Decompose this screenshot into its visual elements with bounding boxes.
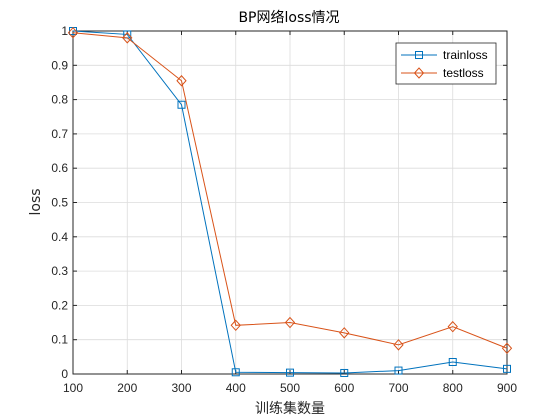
x-tick-label: 600 <box>334 381 354 395</box>
data-point-testloss <box>284 316 296 329</box>
x-tick-label: 200 <box>117 381 137 395</box>
x-tick-label: 500 <box>280 381 300 395</box>
data-point-trainloss <box>503 364 511 373</box>
x-tick-label: 700 <box>388 381 408 395</box>
data-point-testloss <box>230 319 241 332</box>
series-line-trainloss <box>72 30 508 374</box>
data-point-testloss <box>176 74 187 87</box>
x-tick-label: 800 <box>443 381 463 395</box>
y-tick-label: 0.2 <box>51 298 68 312</box>
x-tick-label: 100 <box>63 381 83 395</box>
data-point-testloss <box>447 320 458 333</box>
y-tick-label: 0.9 <box>51 58 68 72</box>
x-tick-label: 300 <box>171 381 191 395</box>
series-layer <box>67 26 513 377</box>
y-tick-label: 0.6 <box>51 161 68 175</box>
y-tick-label: 0.4 <box>51 230 68 244</box>
data-point-testloss <box>393 339 404 351</box>
data-point-testloss <box>122 32 133 44</box>
data-point-trainloss <box>448 357 457 366</box>
chart-title: BP网络loss情况 <box>238 10 339 26</box>
data-point-trainloss <box>231 368 240 377</box>
data-point-trainloss <box>394 366 403 375</box>
y-tick-label: 0.3 <box>51 264 68 278</box>
legend-label: testloss <box>443 66 484 80</box>
x-tick-label: 400 <box>226 381 246 395</box>
y-tick-label: 0.7 <box>51 127 68 141</box>
y-axis-label: loss <box>28 188 44 215</box>
data-point-testloss <box>339 327 350 339</box>
series-line-testloss <box>72 32 508 349</box>
data-point-trainloss <box>340 368 349 377</box>
x-axis-label: 训练集数量 <box>255 400 325 417</box>
y-tick-label: 0 <box>61 367 68 381</box>
y-tick-label: 0.8 <box>51 93 68 107</box>
legend: trainloss testloss <box>395 42 497 85</box>
y-tick-label: 0.1 <box>51 333 68 347</box>
legend-marker <box>415 51 423 59</box>
legend-entry-trainloss: trainloss <box>401 48 488 62</box>
legend-box <box>395 42 497 85</box>
data-point-testloss <box>501 342 513 355</box>
y-tick-label: 0.5 <box>51 196 68 210</box>
data-point-trainloss <box>177 100 186 109</box>
legend-entry-testloss: testloss <box>401 66 484 80</box>
axis-ticks: 100 200 300 400 500 600 700 800 900 0 0.1 0.2 0.3 0.4… <box>51 24 517 395</box>
data-point-testloss <box>67 26 79 39</box>
legend-marker <box>413 67 425 79</box>
legend-label: trainloss <box>443 48 488 62</box>
y-tick-label: 1 <box>61 24 68 38</box>
x-tick-label: 900 <box>497 381 517 395</box>
data-point-trainloss <box>286 368 294 377</box>
series-testloss <box>67 26 513 355</box>
